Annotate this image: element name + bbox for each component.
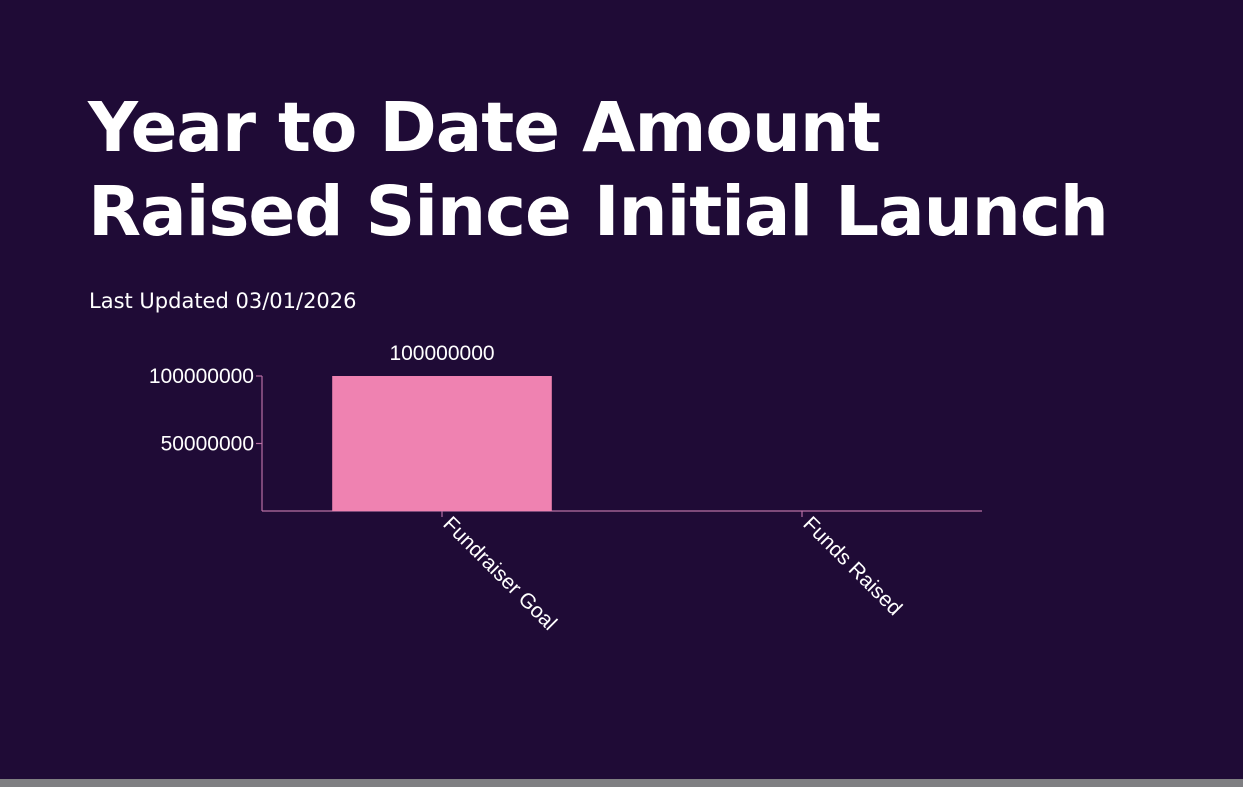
data-label: 100000000 [389,342,494,365]
page-title: Year to Date Amount Raised Since Initial… [88,88,1109,252]
x-tick-label: Funds Raised [798,512,906,620]
x-tick-label: Fundraiser Goal [438,512,561,635]
y-tick-label: 50000000 [161,433,254,456]
bar-fundraiser-goal [332,376,552,511]
y-tick-label: 100000000 [149,365,254,388]
bottom-strip [0,779,1243,787]
last-updated-text: Last Updated 03/01/2026 [89,289,357,313]
